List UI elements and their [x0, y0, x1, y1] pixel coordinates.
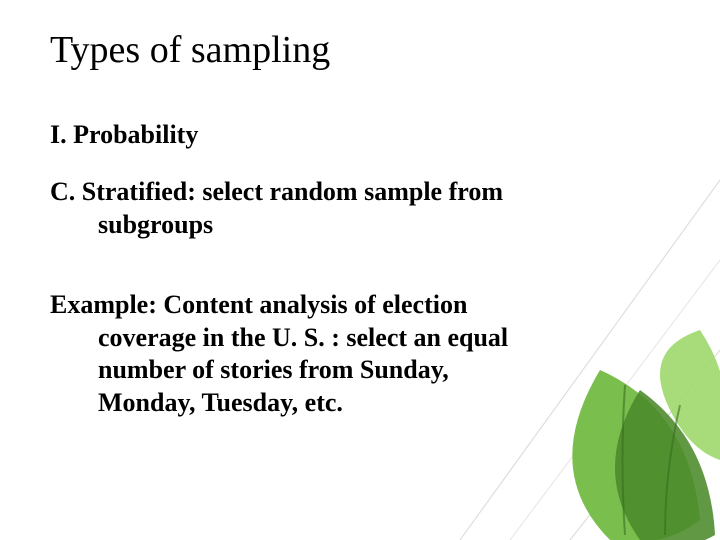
item-line1: C. Stratified: select random sample from: [50, 177, 503, 206]
leaf-decoration: [420, 0, 720, 540]
example-paragraph: Example: Content analysis of election co…: [50, 289, 670, 419]
slide-title: Types of sampling: [50, 28, 670, 72]
item-line2: subgroups: [50, 209, 670, 242]
example-line4: Monday, Tuesday, etc.: [50, 387, 670, 420]
example-line3: number of stories from Sunday,: [50, 354, 670, 387]
example-line2: coverage in the U. S. : select an equal: [50, 322, 670, 355]
item-stratified: C. Stratified: select random sample from…: [50, 176, 670, 241]
slide: Types of sampling I. Probability C. Stra…: [0, 0, 720, 540]
example-line1: Example: Content analysis of election: [50, 290, 467, 319]
section-heading: I. Probability: [50, 120, 670, 150]
